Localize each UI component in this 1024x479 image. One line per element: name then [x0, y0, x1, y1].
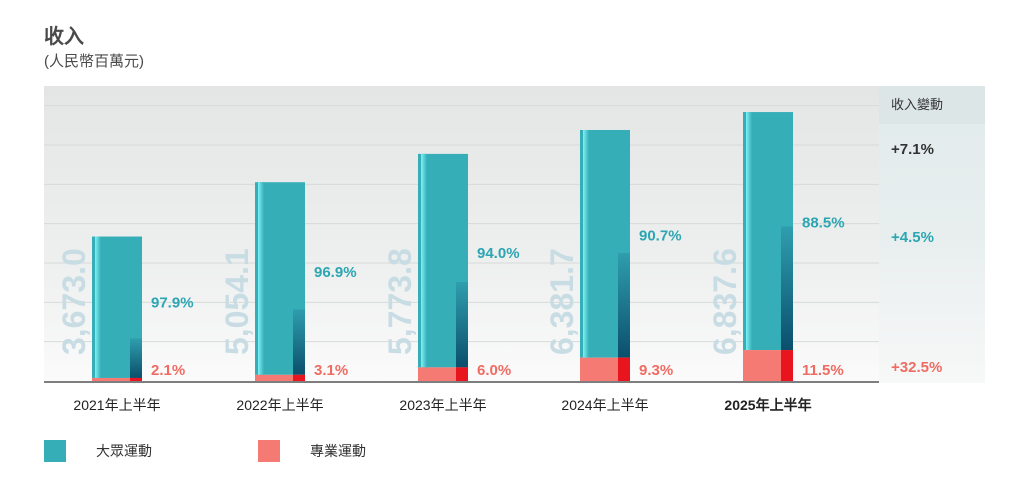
- change-label-0: +7.1%: [891, 141, 934, 158]
- category-label-3: 2024年上半年: [561, 397, 648, 413]
- change-panel-background: [879, 86, 985, 383]
- change-panel-header-bg: [879, 86, 985, 124]
- bar-pro-0: [92, 377, 142, 381]
- chart-title: 收入: [44, 26, 84, 48]
- total-label-2: 5,773.8: [382, 248, 418, 355]
- bar-inner-1: [293, 309, 305, 375]
- pro-share-label-2: 6.0%: [477, 362, 511, 379]
- total-label-3: 6,381.7: [544, 248, 580, 355]
- bar-pro-inner-0: [130, 377, 142, 381]
- pro-share-label-1: 3.1%: [314, 362, 348, 379]
- category-label-0: 2021年上半年: [73, 397, 160, 413]
- category-label-4: 2025年上半年: [724, 397, 811, 413]
- bar-inner-2: [456, 281, 468, 368]
- bar-shine-3: [583, 129, 589, 358]
- bar-shine-0: [95, 236, 101, 378]
- legend-label-mass: 大眾運動: [96, 443, 152, 459]
- bar-pro-1: [255, 374, 305, 381]
- legend-item-mass: 大眾運動: [44, 440, 152, 462]
- bar-shine-1: [258, 182, 264, 375]
- bar-shine-2: [421, 153, 427, 368]
- bar-shine-4: [746, 112, 752, 351]
- total-label-4: 6,837.6: [707, 248, 743, 355]
- change-label-2: +32.5%: [891, 359, 942, 376]
- bar-pro-inner-1: [293, 374, 305, 381]
- change-header: 收入變動: [891, 97, 943, 112]
- bar-pro-inner-4: [781, 350, 793, 381]
- pro-share-label-4: 11.5%: [802, 362, 844, 379]
- change-label-1: +4.5%: [891, 229, 934, 246]
- legend-swatch-mass: [44, 440, 66, 462]
- category-label-2: 2023年上半年: [399, 397, 486, 413]
- bar-pro-inner-2: [456, 367, 468, 381]
- chart-subtitle: (人民幣百萬元): [44, 53, 144, 70]
- bar-pro-2: [418, 367, 468, 381]
- bar-pro-3: [580, 357, 630, 381]
- mass-share-label-1: 96.9%: [314, 264, 357, 281]
- total-label-0: 3,673.0: [56, 248, 92, 355]
- bar-pro-inner-3: [618, 357, 630, 381]
- total-label-1: 5,054.1: [219, 248, 255, 355]
- legend-swatch-pro: [258, 440, 280, 462]
- pro-share-label-3: 9.3%: [639, 362, 673, 379]
- pro-share-label-0: 2.1%: [151, 362, 185, 379]
- mass-share-label-4: 88.5%: [802, 215, 845, 232]
- mass-share-label-3: 90.7%: [639, 228, 682, 245]
- bar-inner-0: [130, 338, 142, 378]
- category-label-1: 2022年上半年: [236, 397, 323, 413]
- legend-item-pro: 專業運動: [258, 440, 366, 462]
- legend-label-pro: 專業運動: [310, 443, 366, 459]
- mass-share-label-2: 94.0%: [477, 245, 520, 262]
- bar-inner-4: [781, 226, 793, 351]
- mass-share-label-0: 97.9%: [151, 295, 194, 312]
- bar-inner-3: [618, 252, 630, 358]
